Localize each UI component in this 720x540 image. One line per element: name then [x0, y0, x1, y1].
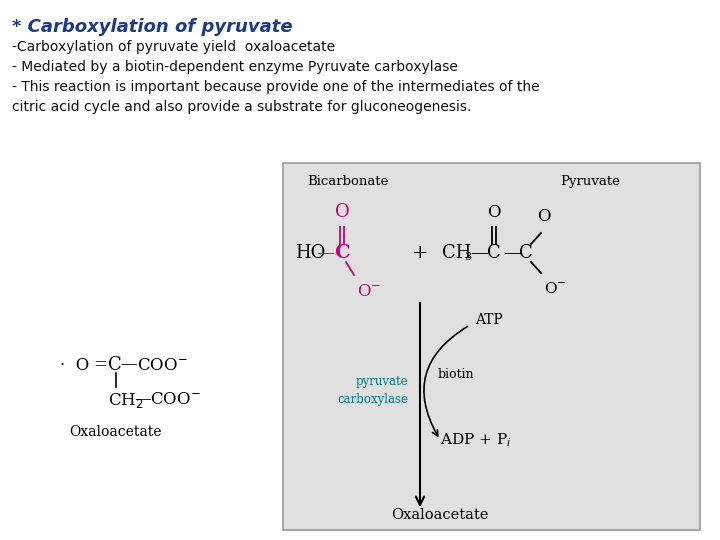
Text: O: O	[537, 208, 551, 225]
Text: biotin: biotin	[438, 368, 474, 381]
Text: C: C	[519, 244, 533, 262]
Text: ATP: ATP	[475, 313, 503, 327]
Text: -Carboxylation of pyruvate yield  oxaloacetate: -Carboxylation of pyruvate yield oxaloac…	[12, 40, 335, 54]
Text: 3: 3	[464, 252, 471, 262]
Text: - This reaction is important because provide one of the intermediates of the: - This reaction is important because pro…	[12, 80, 539, 94]
Text: =: =	[93, 356, 107, 374]
Text: CH: CH	[442, 244, 472, 262]
Text: ·  O: · O	[60, 356, 89, 374]
Text: —: —	[316, 244, 334, 262]
Text: O$^{-}$: O$^{-}$	[357, 283, 382, 300]
Text: COO$^{-}$: COO$^{-}$	[137, 356, 188, 374]
Text: ADP + P$_i$: ADP + P$_i$	[440, 431, 511, 449]
Text: —: —	[503, 244, 521, 262]
Text: +: +	[412, 244, 428, 262]
Text: * Carboxylation of pyruvate: * Carboxylation of pyruvate	[12, 18, 292, 36]
Text: citric acid cycle and also provide a substrate for gluconeogenesis.: citric acid cycle and also provide a sub…	[12, 100, 472, 114]
Text: Oxaloacetate: Oxaloacetate	[391, 508, 489, 522]
Text: C: C	[334, 244, 350, 262]
Text: HO: HO	[295, 244, 325, 262]
Text: Pyruvate: Pyruvate	[560, 175, 620, 188]
Text: CH$_2$: CH$_2$	[108, 390, 144, 409]
Text: C: C	[108, 356, 122, 374]
Bar	[283, 163, 700, 530]
Text: —: —	[134, 392, 150, 408]
Text: O: O	[335, 203, 349, 221]
Text: —: —	[120, 356, 137, 374]
Text: Oxaloacetate: Oxaloacetate	[68, 425, 161, 439]
Text: pyruvate
carboxylase: pyruvate carboxylase	[337, 375, 408, 406]
Text: - Mediated by a biotin-dependent enzyme Pyruvate carboxylase: - Mediated by a biotin-dependent enzyme …	[12, 60, 458, 74]
Text: O$^{-}$: O$^{-}$	[544, 281, 567, 296]
Text: —: —	[470, 244, 488, 262]
Text: C: C	[487, 244, 501, 262]
Text: Bicarbonate: Bicarbonate	[307, 175, 389, 188]
Text: COO$^{-}$: COO$^{-}$	[150, 392, 201, 408]
Text: O: O	[487, 204, 500, 221]
